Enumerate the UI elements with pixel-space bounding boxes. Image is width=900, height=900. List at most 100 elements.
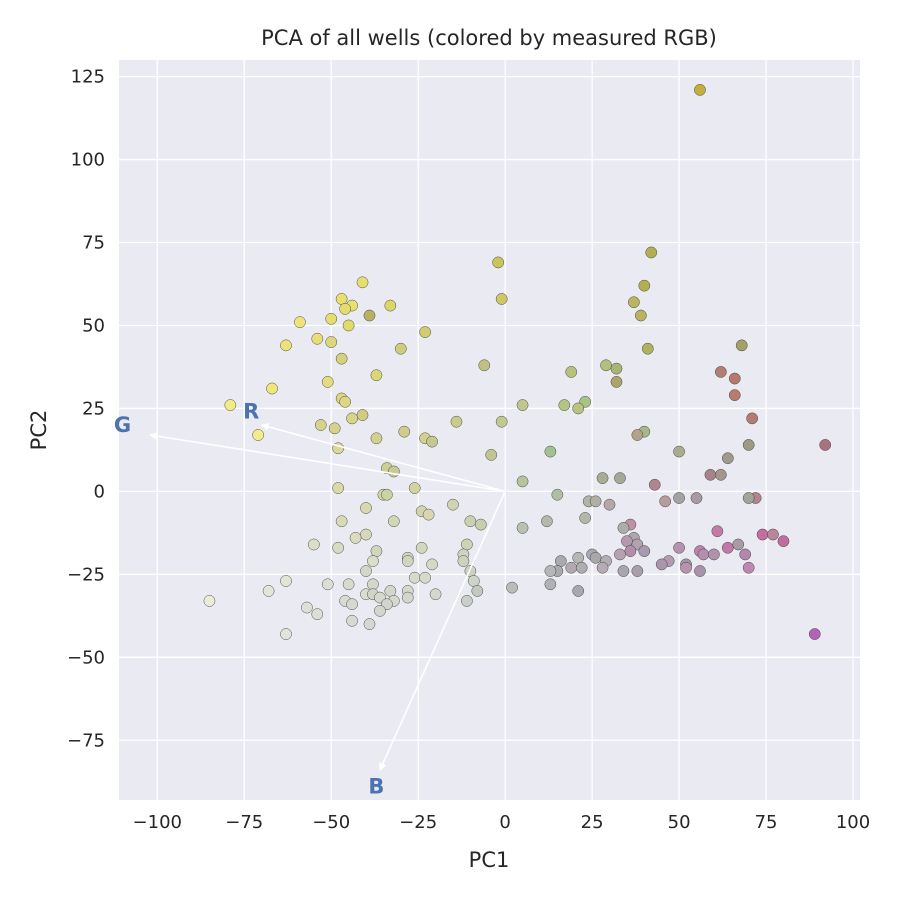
y-tick-label: −25 (67, 564, 105, 585)
data-point (485, 449, 498, 461)
data-point (394, 342, 407, 355)
data-point (370, 432, 383, 445)
data-point (339, 395, 351, 408)
data-point (429, 588, 442, 601)
data-point (694, 84, 706, 96)
x-tick-label: 25 (581, 812, 604, 833)
data-point (541, 515, 553, 528)
data-point (565, 366, 578, 378)
data-point (426, 435, 438, 448)
data-point (589, 495, 602, 508)
loadings-layer: R G B (114, 400, 506, 799)
data-point (728, 389, 741, 402)
data-point (742, 561, 755, 574)
data-point (697, 548, 710, 561)
data-point (492, 256, 505, 269)
y-tick-labels: −75 −50 −25 0 25 50 75 100 125 (67, 67, 105, 752)
data-point (311, 332, 324, 345)
loading-label-r: R (243, 400, 259, 424)
data-point (575, 561, 588, 574)
data-point (628, 296, 640, 309)
data-point (426, 558, 438, 571)
data-point (777, 535, 790, 548)
data-point (367, 578, 379, 591)
y-tick-label: −75 (67, 730, 105, 751)
data-point (544, 565, 557, 577)
data-point (808, 628, 821, 640)
data-point (262, 585, 275, 597)
x-tick-label: 100 (836, 812, 870, 833)
y-tick-label: 50 (82, 315, 105, 336)
y-tick-label: 25 (82, 398, 105, 419)
data-point (742, 492, 755, 504)
data-point (603, 498, 616, 511)
data-point (311, 608, 324, 621)
x-tick-label: −100 (133, 812, 182, 833)
data-point (704, 468, 717, 481)
data-point (610, 376, 623, 388)
data-point (360, 528, 372, 541)
data-point (224, 399, 237, 411)
data-point (572, 402, 585, 415)
data-point (721, 452, 734, 465)
loading-arrow-b (379, 491, 506, 772)
data-point (374, 605, 386, 617)
data-point (614, 548, 626, 561)
data-point (645, 246, 658, 259)
data-point (756, 528, 769, 541)
data-point (342, 319, 355, 332)
data-point (554, 555, 567, 567)
loading-arrow-r (260, 423, 506, 493)
data-point (346, 614, 358, 627)
data-point (387, 465, 400, 478)
data-point (732, 538, 745, 551)
data-point (600, 359, 612, 372)
data-point (332, 482, 345, 494)
data-point (346, 412, 358, 425)
data-point (471, 585, 484, 597)
data-point (363, 618, 376, 630)
x-tick-label: 75 (755, 812, 778, 833)
grid (119, 60, 860, 800)
data-point (589, 551, 602, 564)
data-point (419, 571, 431, 584)
data-point (332, 541, 345, 554)
data-point (349, 531, 362, 544)
data-point (408, 571, 421, 584)
y-tick-label: 100 (71, 150, 105, 171)
data-point (617, 565, 630, 577)
data-point (467, 575, 480, 587)
data-point (631, 565, 644, 577)
data-point (415, 541, 428, 554)
data-point (673, 541, 685, 554)
data-point (739, 548, 752, 561)
data-point (325, 312, 338, 325)
data-point (450, 415, 463, 428)
data-point (516, 475, 529, 488)
x-tick-label: −75 (225, 812, 263, 833)
loading-label-g: G (114, 413, 131, 437)
data-point (634, 309, 647, 322)
data-point (572, 585, 585, 597)
data-point (516, 399, 529, 411)
data-point (673, 445, 685, 458)
data-point (474, 518, 487, 531)
x-tick-label: 50 (668, 812, 691, 833)
data-point (252, 429, 265, 441)
data-point (408, 482, 421, 494)
data-point (363, 309, 376, 322)
data-point (387, 515, 400, 528)
data-point (294, 316, 306, 329)
data-point (565, 561, 578, 574)
data-point (328, 422, 341, 435)
data-point (617, 522, 630, 534)
data-point (648, 478, 661, 491)
data-point (624, 545, 637, 557)
data-point (335, 515, 348, 528)
data-point (711, 525, 724, 538)
data-point (728, 372, 741, 385)
data-point (680, 561, 692, 574)
data-point (714, 468, 727, 481)
data-point (335, 293, 348, 305)
